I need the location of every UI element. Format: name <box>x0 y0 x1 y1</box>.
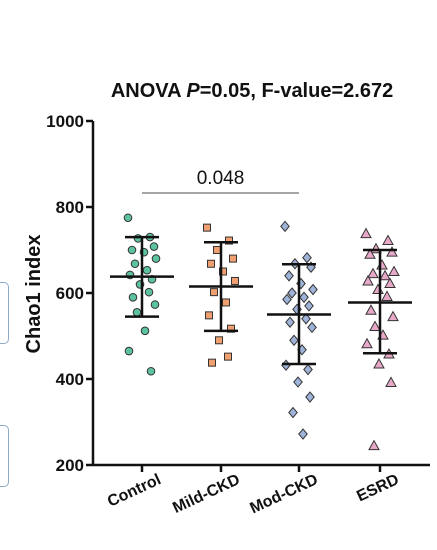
point-esrd <box>367 267 379 279</box>
point-control <box>149 242 159 251</box>
point-control <box>150 300 160 309</box>
y-axis: 200 400 600 800 1000 <box>46 112 95 475</box>
point-mild-ckd <box>229 254 237 263</box>
point-mild-ckd <box>207 259 215 268</box>
point-mild-ckd <box>224 352 232 361</box>
point-mod-ckd <box>299 291 309 304</box>
edge-fragment <box>0 425 9 487</box>
point-esrd <box>373 357 385 369</box>
point-mod-ckd <box>293 376 303 388</box>
point-control <box>142 265 152 275</box>
point-control <box>146 366 156 376</box>
point-esrd <box>360 227 372 239</box>
x-tick-label: Mild-CKD <box>170 471 242 517</box>
point-esrd <box>381 290 393 301</box>
point-esrd <box>385 376 397 387</box>
point-esrd <box>387 310 399 322</box>
point-esrd <box>379 269 391 281</box>
y-tick-label: 400 <box>56 370 84 389</box>
point-mild-ckd <box>219 267 227 276</box>
point-mild-ckd <box>231 276 239 285</box>
point-mild-ckd <box>203 223 211 232</box>
point-mild-ckd <box>208 358 216 367</box>
point-esrd <box>376 259 388 270</box>
point-mod-ckd <box>281 359 291 372</box>
x-axis: Control Mild-CKD Mod-CKD ESRD <box>93 463 430 517</box>
point-mod-ckd <box>303 363 313 376</box>
edge-fragment <box>0 282 9 344</box>
point-mod-ckd <box>285 316 295 329</box>
point-mod-ckd <box>288 406 298 419</box>
point-control <box>123 213 133 223</box>
point-esrd <box>365 304 377 315</box>
significance-label: 0.048 <box>197 168 245 189</box>
point-mod-ckd <box>305 391 315 403</box>
x-tick-label: Control <box>105 471 164 510</box>
point-esrd <box>361 337 373 349</box>
title-suffix: =0.05, F-value=2.672 <box>200 80 393 102</box>
y-axis-label: Chao1 index <box>23 235 45 354</box>
point-esrd <box>384 277 396 289</box>
point-control <box>140 326 150 336</box>
point-mild-ckd <box>205 311 213 320</box>
point-esrd <box>388 265 400 276</box>
x-tick-label: Mod-CKD <box>247 471 320 517</box>
point-mod-ckd <box>280 220 290 233</box>
significance-bracket: 0.048 <box>142 168 299 194</box>
point-mod-ckd <box>298 428 308 440</box>
point-esrd <box>362 274 374 286</box>
point-mod-ckd <box>282 293 292 306</box>
point-esrd <box>368 439 380 451</box>
point-control <box>132 308 142 317</box>
point-mod-ckd <box>308 283 318 296</box>
point-esrd <box>382 234 394 246</box>
point-mild-ckd <box>213 246 221 254</box>
point-esrd <box>372 283 384 295</box>
data-points <box>123 213 400 451</box>
y-tick-label: 1000 <box>46 112 84 131</box>
point-mild-ckd <box>215 336 223 345</box>
chart-title: ANOVA P=0.05, F-value=2.672 <box>111 80 393 102</box>
point-mild-ckd <box>210 288 218 297</box>
point-control <box>127 245 137 255</box>
title-p: P <box>186 80 200 102</box>
point-esrd <box>369 320 381 332</box>
point-esrd <box>386 246 398 257</box>
point-mild-ckd <box>222 298 230 307</box>
y-tick-label: 800 <box>56 198 84 217</box>
point-control <box>130 259 140 269</box>
x-tick-label: ESRD <box>354 471 401 505</box>
point-mild-ckd <box>227 324 235 333</box>
point-mod-ckd <box>284 270 294 282</box>
point-mod-ckd <box>287 287 297 299</box>
error-bars <box>110 235 412 366</box>
point-mild-ckd <box>225 236 233 245</box>
point-control <box>133 234 143 243</box>
point-control <box>124 346 134 356</box>
y-tick-label: 600 <box>56 284 84 303</box>
point-control <box>128 293 138 302</box>
point-mod-ckd <box>289 334 299 347</box>
title-prefix: ANOVA <box>111 80 187 102</box>
point-esrd <box>364 248 376 259</box>
point-control <box>144 287 154 297</box>
y-tick-label: 200 <box>56 456 84 475</box>
point-control <box>151 254 161 263</box>
point-mod-ckd <box>301 313 311 325</box>
point-mod-ckd <box>302 251 312 264</box>
point-mod-ckd <box>304 300 314 312</box>
point-mod-ckd <box>307 321 317 334</box>
